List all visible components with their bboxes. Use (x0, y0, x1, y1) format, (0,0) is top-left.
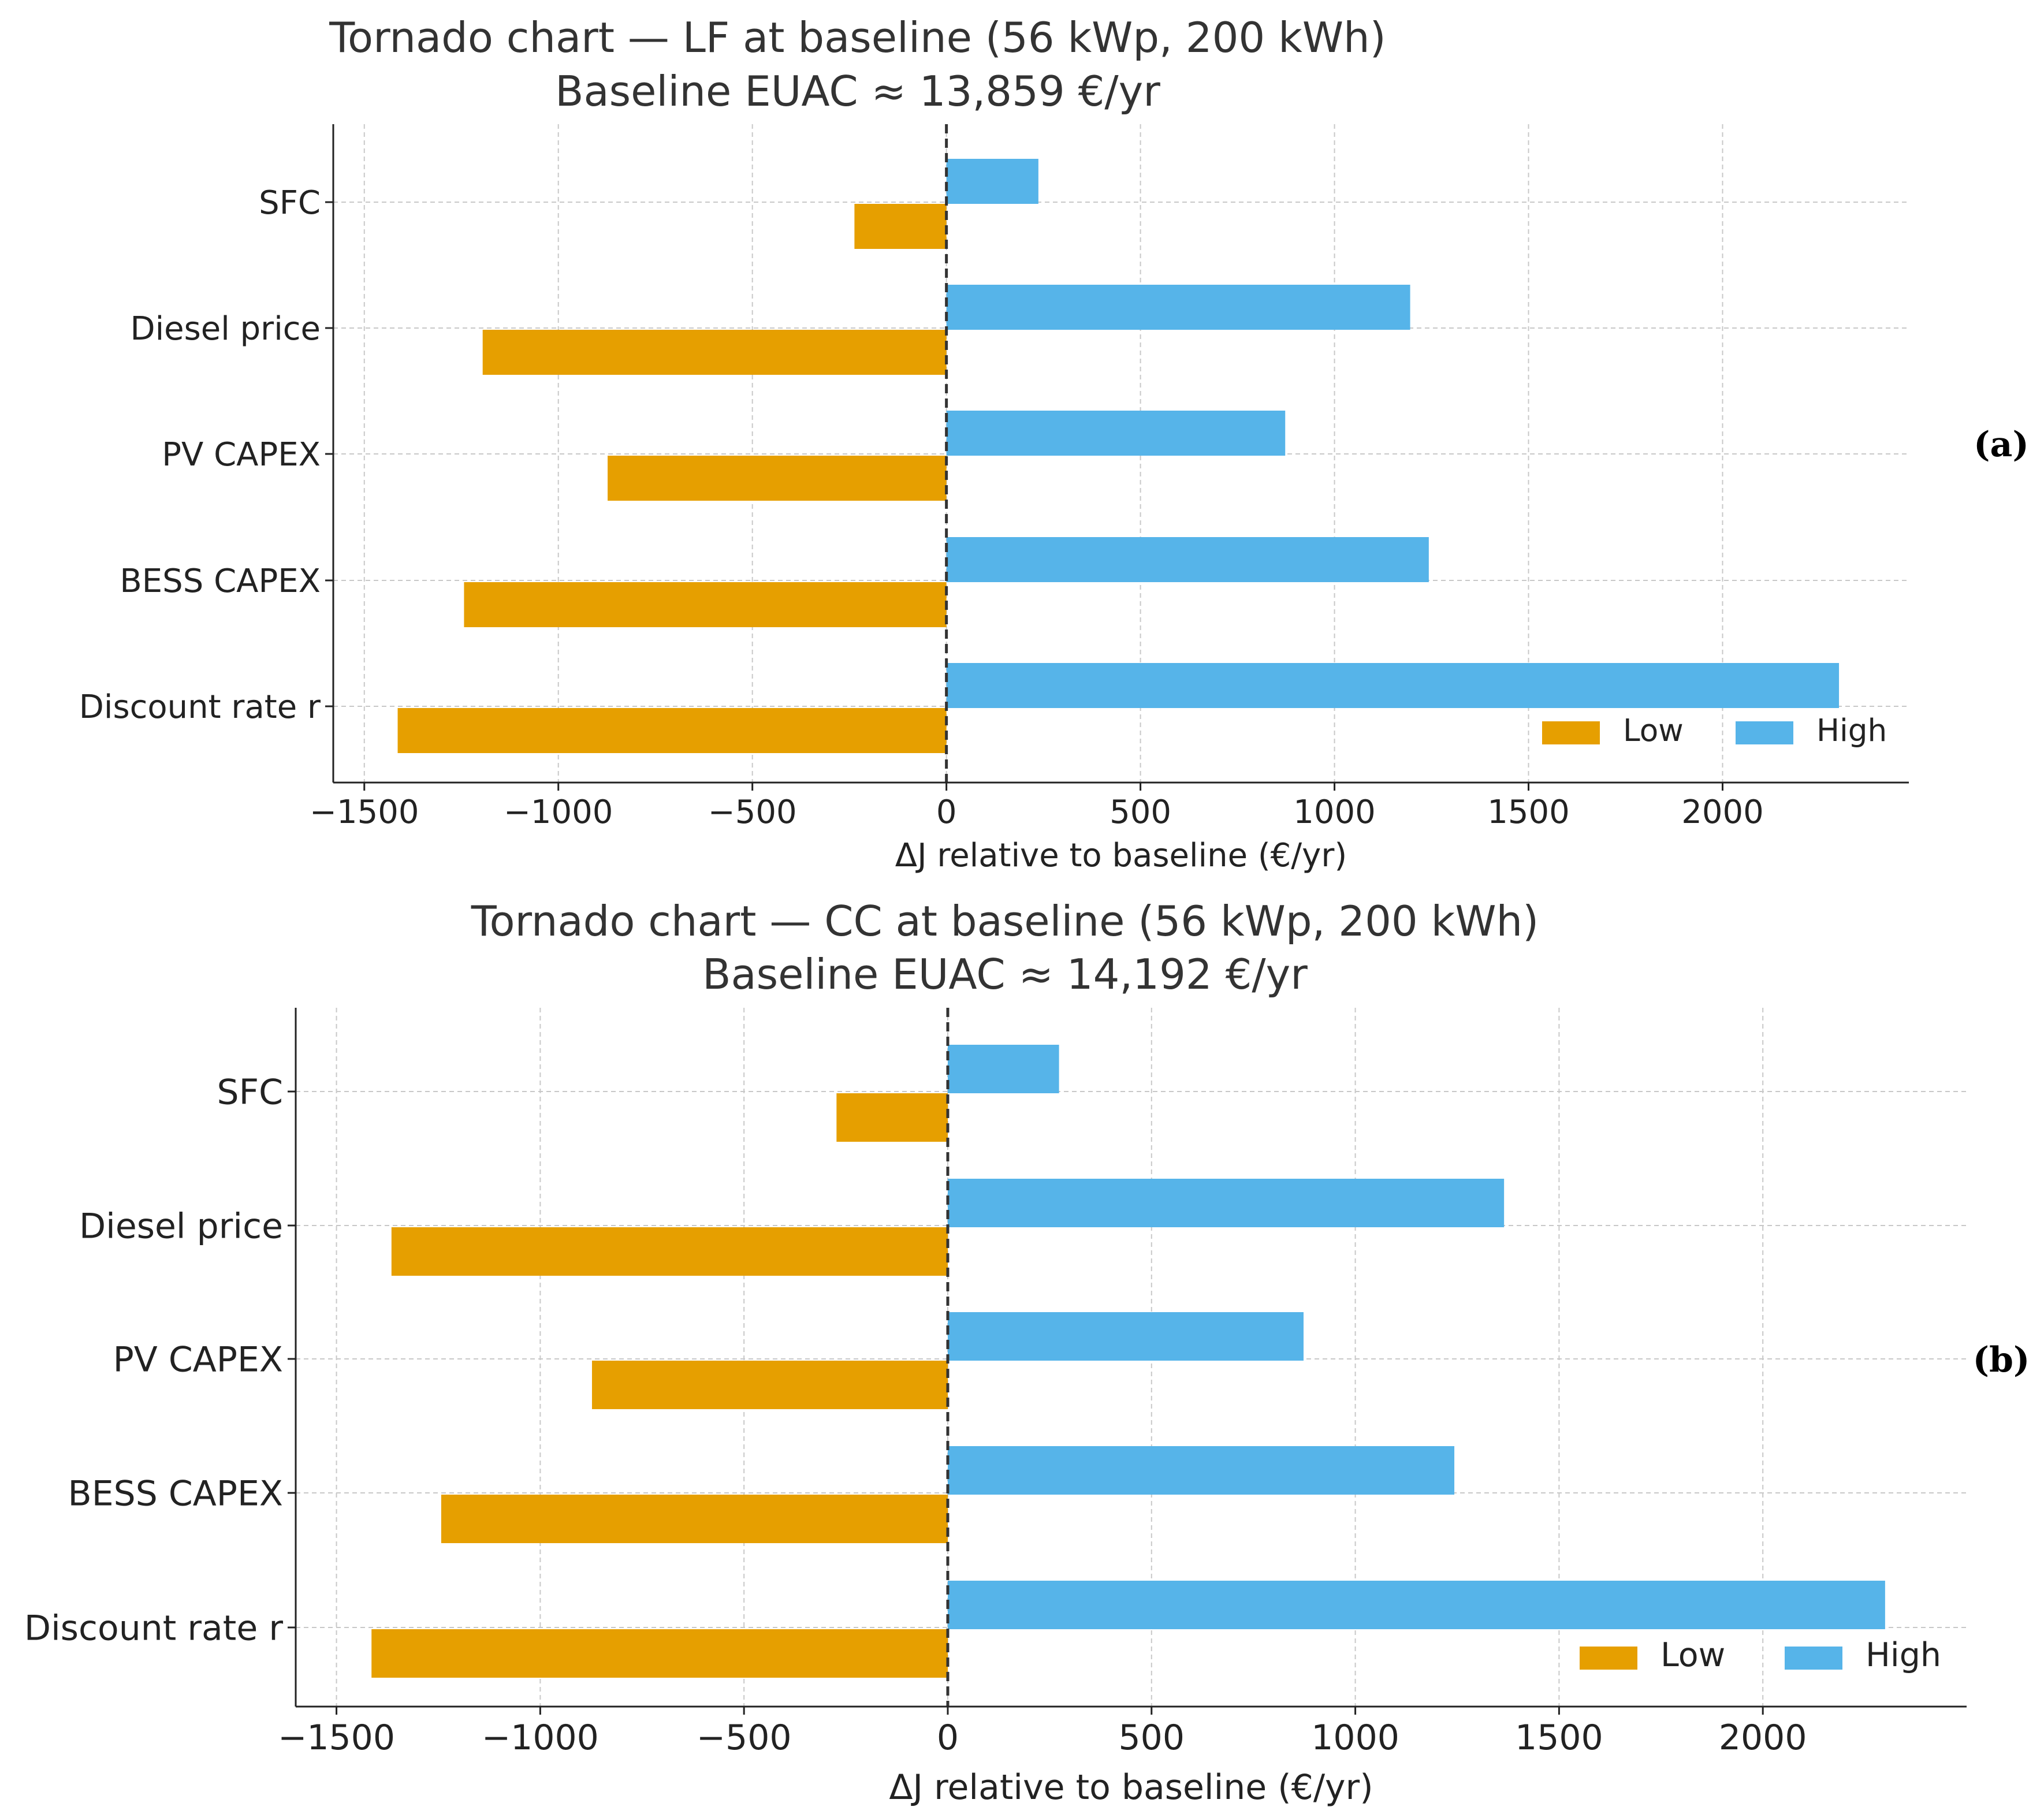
x-tick-label: 0 (937, 1718, 959, 1758)
y-tick-label: SFC (217, 1072, 284, 1113)
bar-high-3 (946, 537, 1429, 582)
x-tick-label: −500 (708, 794, 797, 831)
bar-high-4 (947, 1581, 1885, 1629)
x-axis-label: ΔJ relative to baseline (€/yr) (889, 1767, 1373, 1808)
chart-panel-b: Tornado chart — CC at baseline (56 kWp, … (24, 897, 2030, 1808)
legend-swatch-low (1580, 1647, 1637, 1670)
x-tick-label: −500 (697, 1718, 792, 1758)
y-tick-label: PV CAPEX (113, 1340, 283, 1380)
x-tick-label: 1000 (1311, 1718, 1399, 1758)
bar-low-4 (397, 708, 947, 753)
chart-panel-a: Tornado chart — LF at baseline (56 kWp, … (79, 13, 2029, 874)
chart-subtitle: Baseline EUAC ≈ 13,859 €/yr (555, 67, 1160, 116)
legend-swatch-low (1542, 721, 1600, 744)
y-tick-label: Discount rate r (24, 1608, 283, 1649)
bar-high-0 (946, 159, 1038, 204)
legend-label-low: Low (1623, 713, 1684, 748)
panel-label: (b) (1973, 1340, 2030, 1380)
legend-swatch-high (1785, 1647, 1842, 1670)
bar-high-3 (947, 1446, 1455, 1495)
x-tick-label: 2000 (1719, 1718, 1807, 1758)
bar-high-1 (947, 1179, 1505, 1227)
x-tick-label: 0 (936, 794, 957, 831)
legend: Low High (1542, 713, 1887, 748)
bar-low-1 (391, 1227, 948, 1276)
bar-low-2 (591, 1361, 948, 1409)
x-tick-label: −1000 (482, 1718, 599, 1758)
bar-high-1 (946, 285, 1410, 330)
x-tick-label: 1000 (1293, 794, 1376, 831)
x-tick-label: −1500 (278, 1718, 395, 1758)
y-tick-label: Diesel price (79, 1206, 283, 1247)
legend: Low High (1580, 1636, 1941, 1674)
bar-low-2 (608, 456, 947, 501)
legend-swatch-high (1736, 721, 1793, 744)
legend-label-high: High (1866, 1636, 1941, 1674)
x-tick-label: −1000 (504, 794, 613, 831)
y-tick-label: SFC (259, 184, 321, 222)
x-axis-label: ΔJ relative to baseline (€/yr) (895, 837, 1347, 874)
y-tick-label: Discount rate r (79, 688, 321, 726)
bar-low-0 (854, 204, 947, 249)
y-tick-label: BESS CAPEX (120, 563, 321, 600)
x-tick-label: 2000 (1681, 794, 1764, 831)
legend-label-high: High (1816, 713, 1887, 748)
x-tick-label: 1500 (1515, 1718, 1603, 1758)
bar-low-4 (371, 1629, 948, 1678)
y-tick-label: Diesel price (131, 310, 321, 348)
bar-low-1 (482, 330, 947, 375)
y-tick-label: PV CAPEX (162, 436, 321, 474)
chart-title: Tornado chart — LF at baseline (56 kWp, … (329, 13, 1386, 62)
y-tick-label: BESS CAPEX (68, 1474, 283, 1514)
chart-subtitle: Baseline EUAC ≈ 14,192 €/yr (702, 950, 1308, 999)
bar-low-0 (836, 1093, 948, 1142)
x-tick-label: −1500 (310, 794, 419, 831)
bar-low-3 (441, 1495, 948, 1543)
bar-high-0 (947, 1045, 1059, 1093)
bar-high-4 (946, 663, 1840, 708)
bar-high-2 (946, 411, 1286, 456)
panel-label: (a) (1974, 424, 2029, 465)
x-tick-label: 1500 (1487, 794, 1570, 831)
x-tick-label: 500 (1110, 794, 1171, 831)
chart-title: Tornado chart — CC at baseline (56 kWp, … (471, 897, 1539, 945)
x-tick-label: 500 (1119, 1718, 1185, 1758)
bar-high-2 (947, 1312, 1304, 1361)
legend-label-low: Low (1660, 1636, 1725, 1674)
bar-low-3 (464, 582, 947, 627)
